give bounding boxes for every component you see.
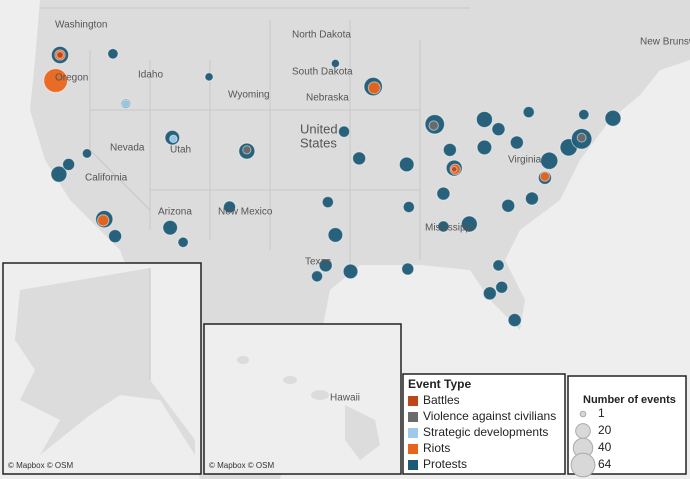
event-bubble <box>337 125 351 138</box>
place-label: California <box>85 173 128 184</box>
event-bubble <box>177 236 189 248</box>
place-label: Nebraska <box>306 93 349 104</box>
event-bubble <box>56 51 64 59</box>
event-bubble <box>321 196 334 209</box>
place-label: New Mexico <box>218 207 273 218</box>
size-label: 20 <box>598 423 612 437</box>
event-bubble <box>398 156 415 173</box>
event-bubble <box>223 200 237 214</box>
event-bubble <box>121 99 131 108</box>
place-label: Texas <box>305 257 331 268</box>
event-bubble <box>509 135 524 150</box>
event-bubble <box>436 186 451 201</box>
event-bubble <box>204 72 214 82</box>
event-bubble <box>310 270 324 283</box>
event-bubble <box>50 165 68 183</box>
place-label: States <box>300 135 337 150</box>
event-bubble <box>327 227 344 243</box>
event-bubble <box>428 120 439 131</box>
event-bubble <box>108 229 123 244</box>
size-swatch <box>579 410 587 418</box>
legend-title: Event Type <box>408 377 471 391</box>
event-bubble <box>507 313 522 328</box>
legend-swatch <box>408 444 418 454</box>
event-bubble <box>169 134 178 144</box>
event-bubble <box>450 166 458 173</box>
size-label: 64 <box>598 457 612 471</box>
place-label: Oregon <box>55 73 88 84</box>
place-label: North Dakota <box>292 30 351 41</box>
event-bubble <box>242 145 252 155</box>
size-swatch <box>570 452 596 478</box>
event-bubble <box>482 286 497 301</box>
legend-swatch <box>408 428 418 438</box>
event-bubble <box>402 200 415 214</box>
place-label: Nevada <box>110 143 145 154</box>
event-bubble <box>460 215 478 233</box>
event-bubble <box>524 191 539 206</box>
attribution: © Mapbox © OSM <box>8 461 73 470</box>
event-bubble <box>539 171 551 182</box>
place-label: Arizona <box>158 207 192 218</box>
size-legend-title: Number of events <box>583 394 676 406</box>
event-bubble <box>540 151 559 170</box>
event-bubble <box>43 68 69 93</box>
alaska-inset: © Mapbox © OSM <box>2 262 202 475</box>
hawaii-inset: Hawaii © Mapbox © OSM <box>203 323 402 475</box>
event-bubble <box>576 132 587 143</box>
size-legend: Number of events 1 20 40 64 <box>567 375 687 478</box>
event-bubble <box>162 219 178 236</box>
event-bubble <box>81 148 93 159</box>
event-bubble <box>352 151 367 166</box>
event-bubble <box>492 259 505 272</box>
place-label: Virginia <box>508 155 542 166</box>
attribution: © Mapbox © OSM <box>209 461 274 470</box>
event-bubble <box>476 139 493 156</box>
place-label: Washington <box>55 20 107 31</box>
legend-label: Riots <box>423 441 450 455</box>
size-swatch <box>575 423 591 439</box>
place-label: New Brunswick <box>640 37 690 48</box>
legend-swatch <box>408 460 418 470</box>
event-bubble <box>62 157 76 171</box>
place-label: Mississippi <box>425 223 473 234</box>
size-label: 1 <box>598 406 605 420</box>
place-label: United <box>300 121 338 136</box>
legend-label: Protests <box>423 457 467 471</box>
event-bubble <box>501 198 516 213</box>
event-bubble <box>330 58 340 69</box>
event-bubble <box>367 81 381 95</box>
legend-label: Violence against civilians <box>423 409 556 423</box>
event-bubble <box>437 220 450 233</box>
event-bubble <box>491 122 506 137</box>
event-bubble <box>495 280 509 294</box>
legend-swatch <box>408 412 418 422</box>
event-bubble <box>604 109 622 127</box>
event-bubble <box>522 106 535 119</box>
bubbles <box>43 45 622 431</box>
legend-swatch <box>408 396 418 406</box>
event-bubble <box>342 263 359 280</box>
borders <box>40 7 470 270</box>
place-label: Idaho <box>138 70 163 81</box>
event-bubble <box>578 108 590 121</box>
event-bubble <box>318 258 333 273</box>
place-labels: Washington Oregon Idaho Nevada Californi… <box>55 20 690 268</box>
place-label: Wyoming <box>228 90 270 101</box>
size-label: 40 <box>598 440 612 454</box>
event-bubble <box>442 142 457 157</box>
event-bubble <box>475 110 493 128</box>
event-bubble <box>107 48 119 60</box>
legend: Event Type Battles Violence against civil… <box>402 373 566 475</box>
legend-label: Battles <box>423 393 460 407</box>
place-label: South Dakota <box>292 67 353 78</box>
place-label: Utah <box>170 145 191 156</box>
event-bubble <box>97 214 110 227</box>
event-bubble <box>401 262 415 276</box>
place-label: Hawaii <box>330 393 360 404</box>
legend-label: Strategic developments <box>423 425 548 439</box>
